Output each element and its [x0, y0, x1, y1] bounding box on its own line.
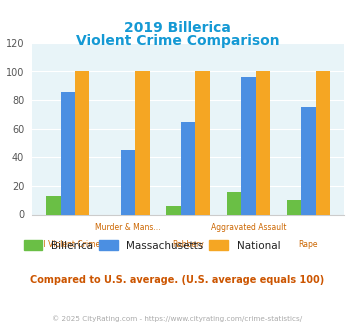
Text: © 2025 CityRating.com - https://www.cityrating.com/crime-statistics/: © 2025 CityRating.com - https://www.city… — [53, 315, 302, 322]
Bar — [316, 72, 330, 214]
Bar — [226, 192, 241, 214]
Text: Compared to U.S. average. (U.S. average equals 100): Compared to U.S. average. (U.S. average … — [31, 276, 324, 285]
Text: Murder & Mans...: Murder & Mans... — [95, 223, 161, 232]
Bar — [166, 206, 181, 214]
Bar — [75, 72, 89, 214]
Text: Violent Crime Comparison: Violent Crime Comparison — [76, 34, 279, 48]
Bar — [135, 72, 150, 214]
Bar — [256, 72, 270, 214]
Bar — [121, 150, 135, 214]
Bar — [195, 72, 210, 214]
Bar — [241, 77, 256, 214]
Text: Robbery: Robbery — [172, 240, 204, 249]
Legend: Billerica, Massachusetts, National: Billerica, Massachusetts, National — [20, 236, 284, 255]
Bar — [181, 121, 195, 214]
Text: Aggravated Assault: Aggravated Assault — [211, 223, 286, 232]
Bar — [46, 196, 61, 214]
Text: Rape: Rape — [299, 240, 318, 249]
Bar — [61, 91, 75, 214]
Text: All Violent Crime: All Violent Crime — [36, 240, 100, 249]
Text: 2019 Billerica: 2019 Billerica — [124, 21, 231, 35]
Bar — [301, 107, 316, 214]
Bar — [287, 200, 301, 214]
